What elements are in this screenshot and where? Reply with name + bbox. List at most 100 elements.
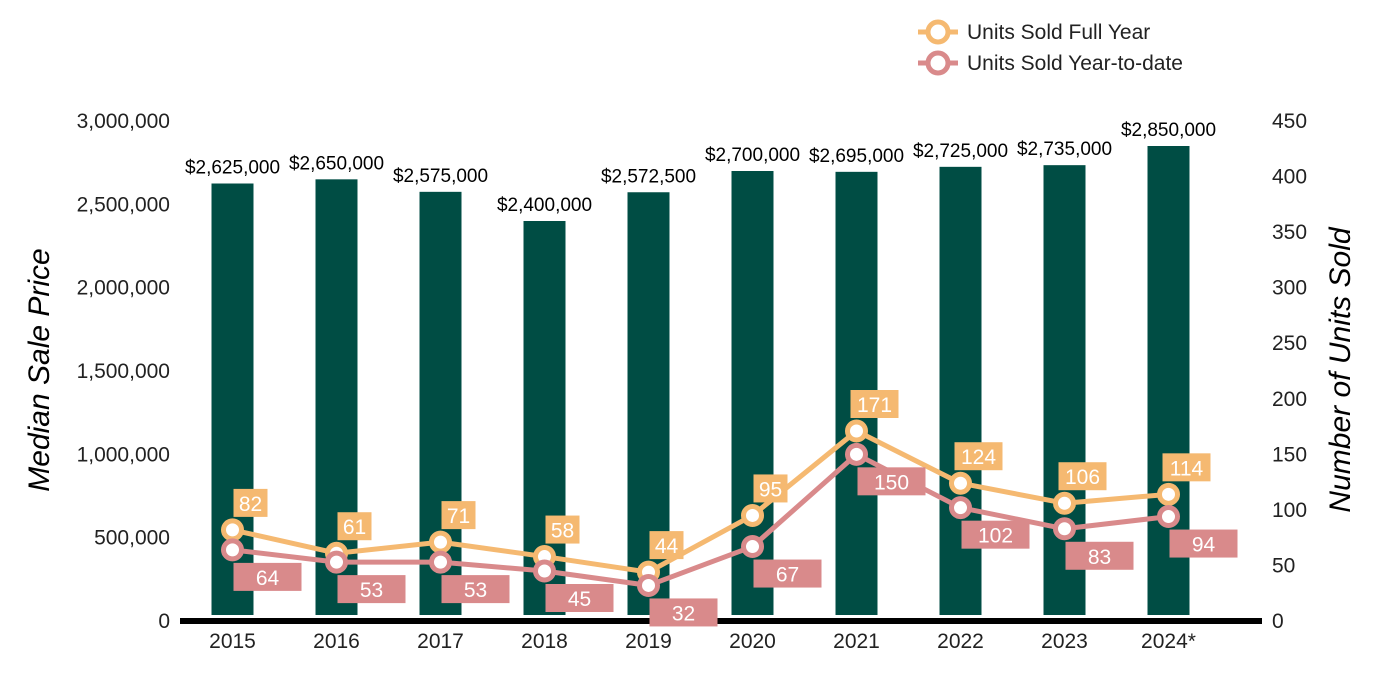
x-axis-ticks: 2015 2016 2017 2018 2019 2020 2021 2022 2023 2024…: [209, 630, 1196, 653]
series-point: [221, 518, 244, 542]
data-label: 53: [360, 579, 383, 602]
bar-value-label: $2,625,000: [185, 158, 280, 179]
y-tick-label: 2,500,000: [77, 193, 170, 216]
series-point: [637, 573, 660, 597]
data-label: 67: [776, 564, 799, 587]
series-line: [232, 451, 1169, 588]
x-tick-label: 2016: [313, 630, 360, 653]
y-right-tick-label: 100: [1272, 499, 1307, 522]
left-axis-ticks: 0 500,000 1,000,000 1,500,000 2,000,000 2,500…: [77, 110, 170, 633]
right-axis-ticks: 0 50 100 150 200 250 300 350 400 450: [1272, 110, 1307, 633]
data-label-box: [649, 531, 684, 560]
data-label: 171: [857, 394, 892, 417]
data-label: 124: [961, 446, 996, 469]
data-label-box: [1169, 529, 1238, 558]
data-label-box: [649, 598, 718, 627]
series-point: [533, 559, 556, 583]
y-right-tick-label: 450: [1272, 110, 1307, 133]
y-right-tick-label: 50: [1272, 554, 1295, 577]
x-tick-label: 2024*: [1141, 630, 1196, 653]
y-right-tick-label: 200: [1272, 388, 1307, 411]
x-tick-label: 2019: [625, 630, 672, 653]
data-label-box: [233, 488, 268, 517]
lines-group: 82 61 71 58 44 95 171 124 106 114 64 53 53 45 32 67 150 1…: [221, 390, 1238, 627]
legend-marker-full-year: [925, 19, 951, 45]
bars-group: [211, 146, 1190, 616]
y-right-tick-label: 300: [1272, 277, 1307, 300]
series-point: [429, 550, 452, 574]
series-point: [741, 535, 764, 559]
data-label-box: [1162, 453, 1211, 482]
y-tick-label: 1,000,000: [77, 443, 170, 466]
x-tick-label: 2018: [521, 630, 568, 653]
y-tick-label: 500,000: [94, 527, 170, 550]
data-label: 71: [447, 505, 470, 528]
data-label-box: [1058, 462, 1107, 491]
data-label: 44: [655, 535, 679, 558]
data-label: 64: [256, 567, 280, 590]
series-point: [949, 471, 972, 495]
series-point: [741, 503, 764, 527]
data-label: 102: [978, 525, 1013, 548]
data-label: 53: [464, 579, 487, 602]
data-label-box: [545, 584, 614, 612]
bar-value-label: $2,650,000: [289, 153, 384, 174]
series-point: [845, 442, 868, 466]
data-label: 114: [1170, 457, 1204, 480]
data-label-box: [857, 467, 926, 496]
data-label-box: [850, 390, 899, 418]
series-point: [429, 530, 452, 554]
data-label-box: [233, 562, 302, 591]
series-point: [221, 538, 244, 562]
data-label-box: [1065, 541, 1134, 570]
x-tick-label: 2017: [417, 630, 464, 653]
y-right-tick-label: 350: [1272, 221, 1307, 244]
data-label: 150: [874, 471, 909, 494]
bar-value-label: $2,700,000: [705, 145, 800, 166]
legend-label-full-year: Units Sold Full Year: [967, 21, 1150, 44]
series-point: [949, 496, 972, 520]
legend-marker-ytd: [925, 50, 951, 76]
y-right-tick-label: 400: [1272, 166, 1307, 189]
y-right-tick-label: 150: [1272, 443, 1307, 466]
series-point: [1157, 482, 1180, 506]
bar-value-label: $2,572,500: [601, 166, 696, 187]
data-label: 95: [759, 478, 782, 501]
data-label: 45: [568, 588, 591, 611]
bar-labels-group: $2,625,000 $2,650,000 $2,575,000 $2,400,000…: [185, 120, 1216, 216]
y-right-tick-label: 0: [1272, 610, 1284, 633]
y-axis-right-title: Number of Units Sold: [1324, 226, 1357, 512]
series-point: [1053, 491, 1076, 515]
data-label-box: [954, 442, 1003, 471]
series-line: [231, 428, 1169, 575]
data-label-box: [337, 512, 372, 541]
bar-value-label: $2,725,000: [913, 141, 1008, 162]
x-tick-label: 2023: [1041, 630, 1088, 653]
series-point: [845, 419, 868, 443]
y-tick-label: 1,500,000: [77, 360, 170, 383]
y-right-tick-label: 250: [1272, 332, 1307, 355]
data-label: 106: [1065, 466, 1100, 489]
data-label: 58: [551, 520, 574, 543]
bar-value-label: $2,400,000: [497, 195, 592, 216]
bar-value-label: $2,695,000: [809, 146, 904, 167]
data-label-box: [753, 474, 788, 503]
x-tick-label: 2015: [209, 630, 256, 653]
data-label: 61: [343, 516, 366, 539]
x-tick-label: 2021: [833, 630, 880, 653]
y-tick-label: 3,000,000: [77, 110, 170, 133]
legend: Units Sold Full Year Units Sold Year-to-…: [918, 19, 1183, 76]
data-label-box: [961, 520, 1030, 549]
data-label: 83: [1088, 546, 1111, 569]
y-tick-label: 2,000,000: [77, 277, 170, 300]
bar-value-label: $2,850,000: [1121, 120, 1216, 141]
series-point: [325, 550, 348, 574]
series-point: [1053, 517, 1076, 541]
data-label-box: [545, 515, 580, 544]
y-tick-label: 0: [158, 610, 170, 633]
data-label: 82: [239, 493, 262, 516]
data-label-box: [441, 575, 510, 604]
x-tick-label: 2020: [729, 630, 776, 653]
y-axis-title: Median Sale Price: [23, 248, 56, 491]
